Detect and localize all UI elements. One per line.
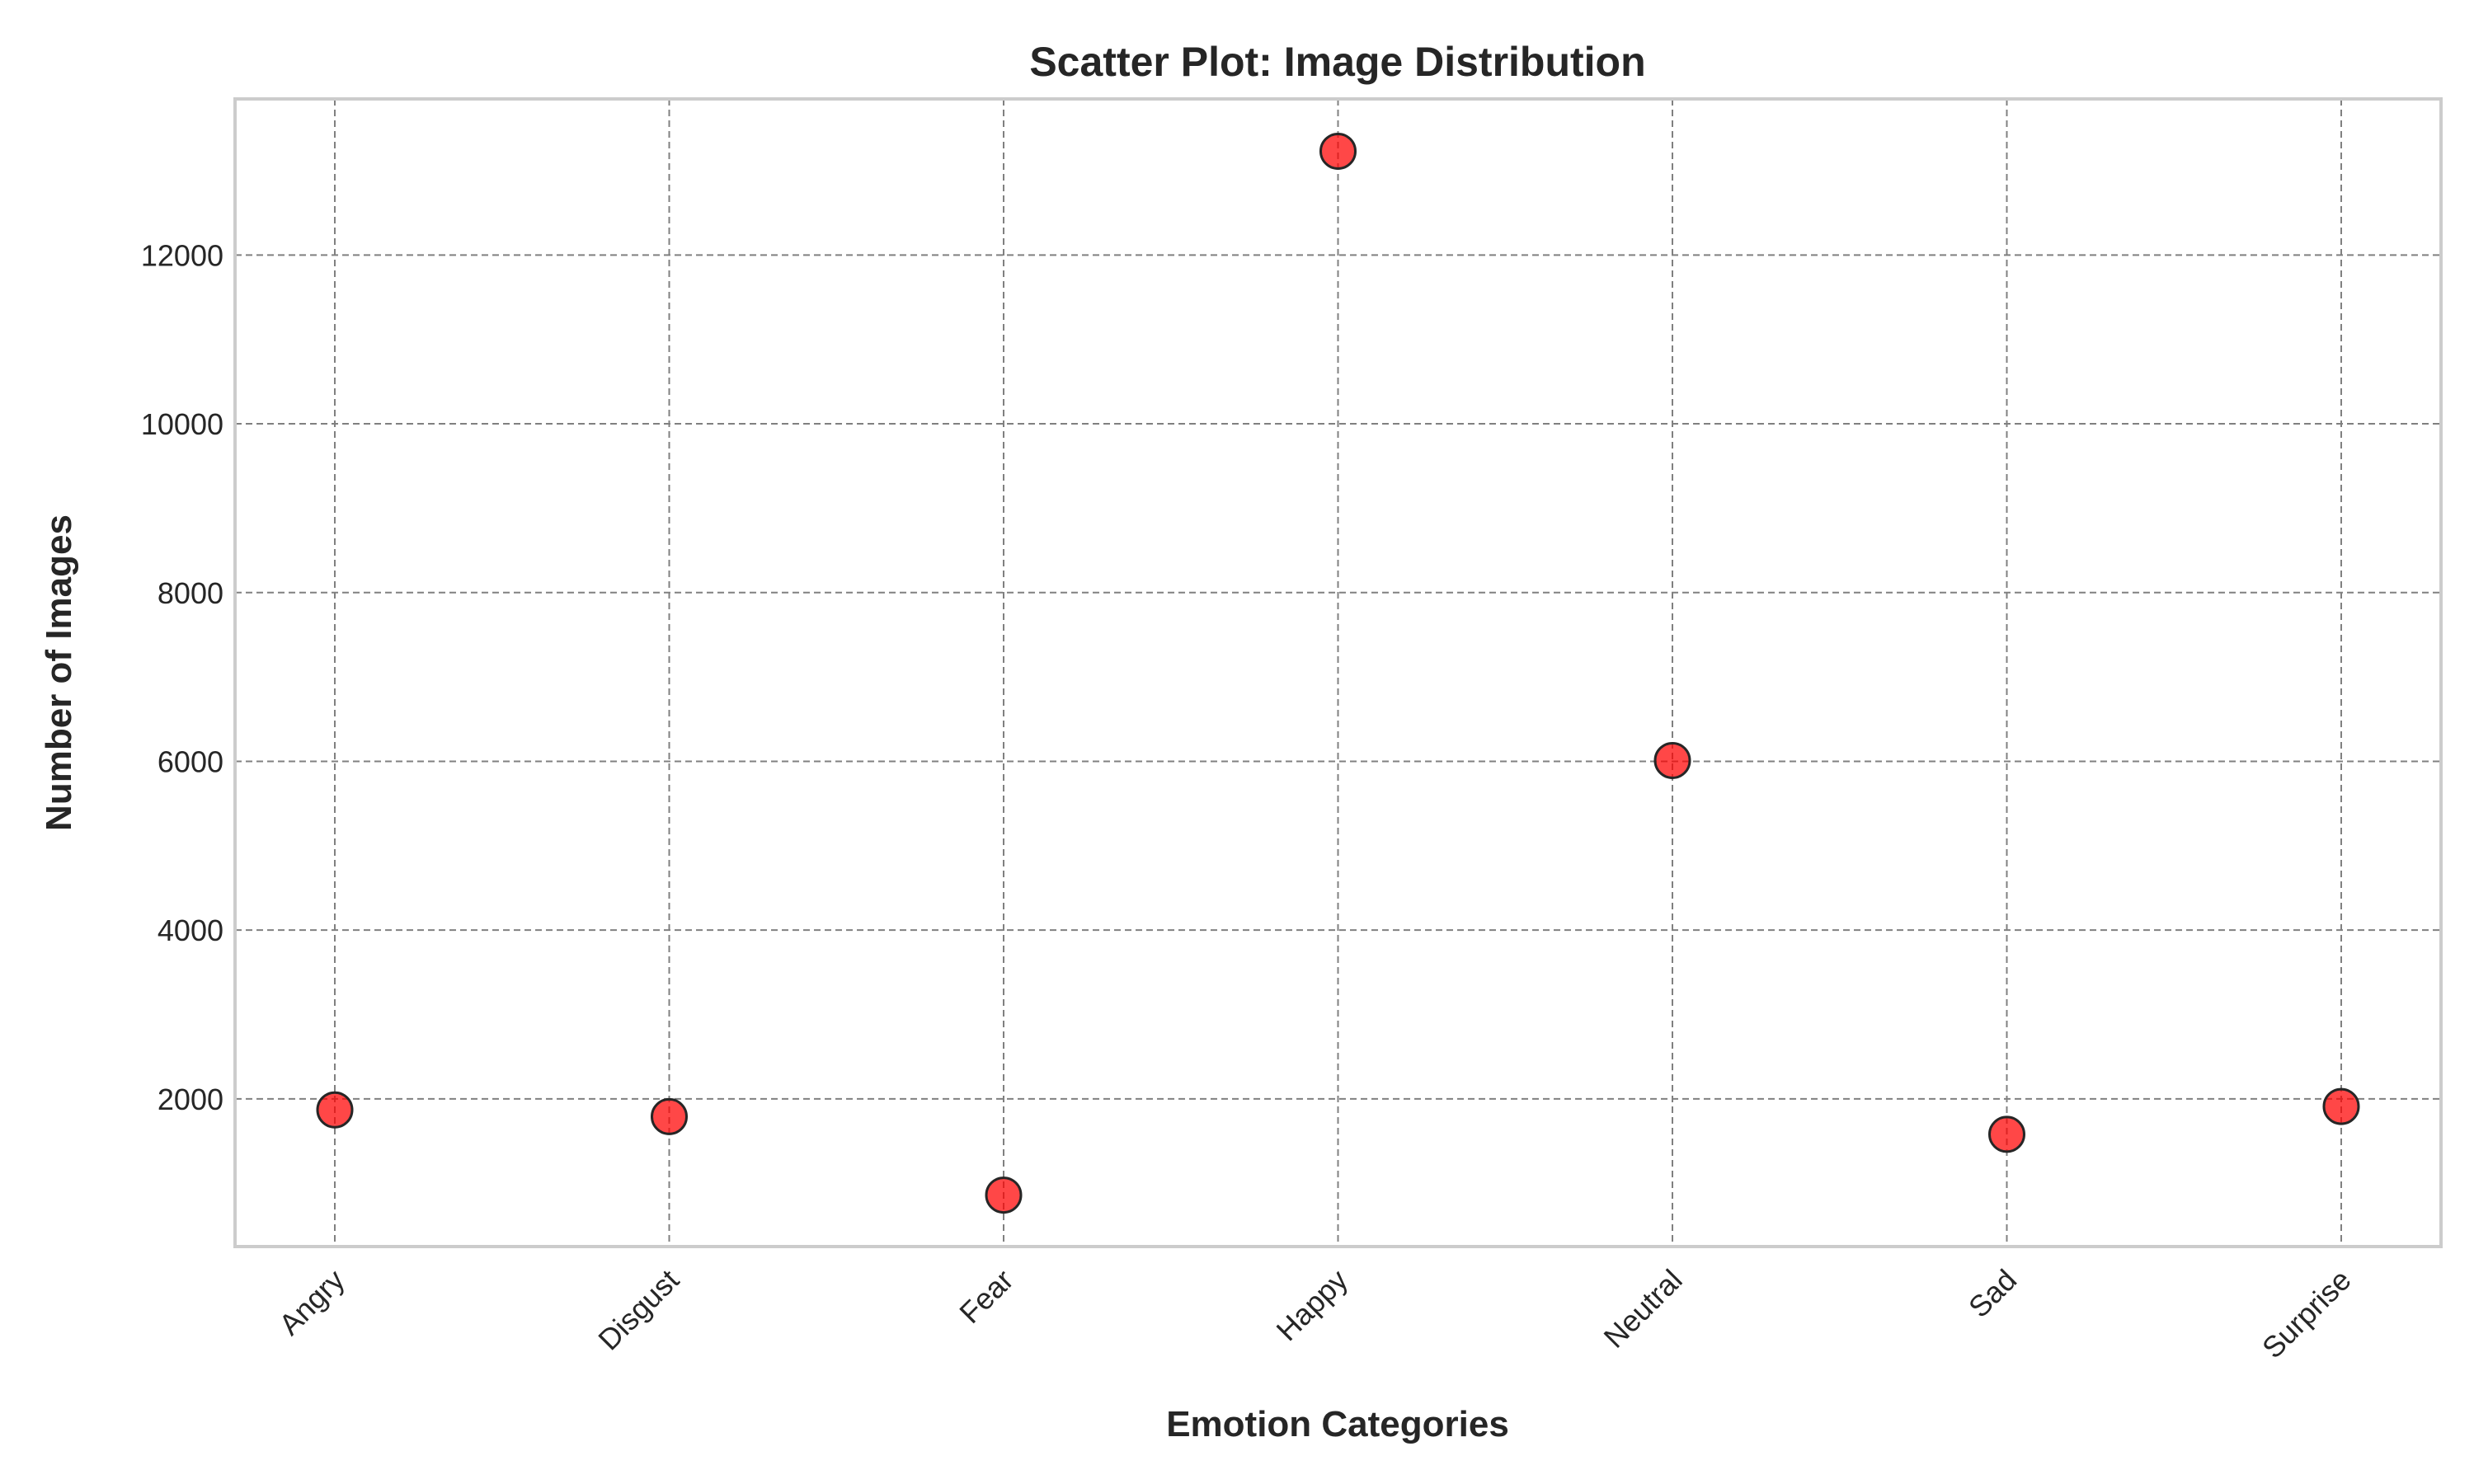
y-tick-label: 8000: [158, 576, 223, 610]
y-axis-label: Number of Images: [39, 514, 79, 831]
data-point: [316, 1091, 354, 1129]
data-point: [2322, 1087, 2360, 1125]
plot-frame: [233, 97, 2443, 1248]
data-point: [1319, 132, 1357, 170]
y-tick-label: 12000: [141, 238, 223, 272]
data-point: [1653, 741, 1691, 779]
y-tick-label: 2000: [158, 1082, 223, 1116]
data-point: [651, 1097, 688, 1135]
y-tick-label: 4000: [158, 913, 223, 947]
x-axis-label: Emotion Categories: [1166, 1404, 1509, 1444]
data-point: [1988, 1115, 2025, 1153]
chart-title: Scatter Plot: Image Distribution: [1029, 39, 1645, 85]
y-tick-label: 6000: [158, 744, 223, 778]
y-tick-labels: 2000 4000 6000 8000 10000 12000: [141, 238, 223, 1116]
data-point: [985, 1176, 1023, 1214]
y-tick-label: 10000: [141, 407, 223, 441]
grid-lines: [235, 99, 2441, 1247]
data-points: [316, 132, 2360, 1214]
